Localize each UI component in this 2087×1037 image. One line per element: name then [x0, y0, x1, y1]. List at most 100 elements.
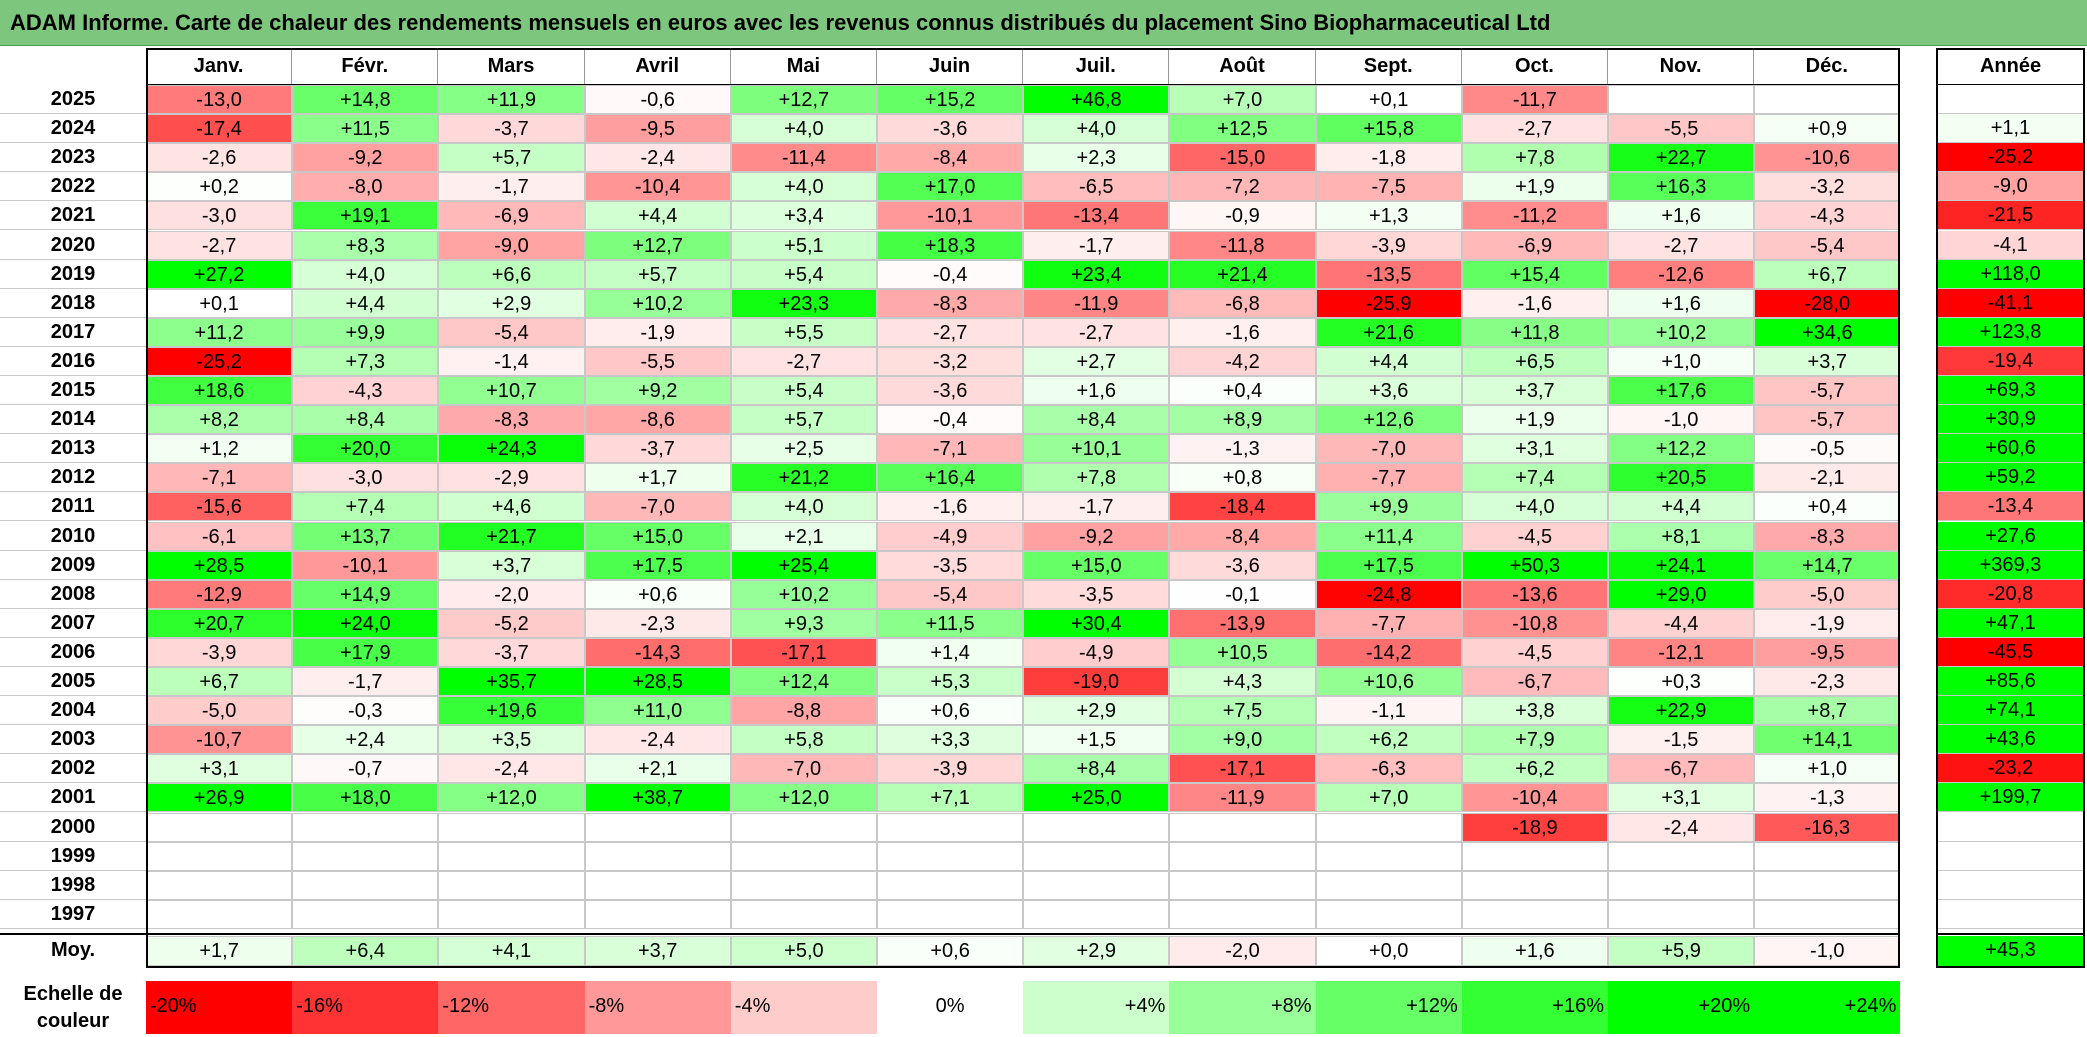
heatmap-cell: +20,5 — [1608, 463, 1755, 493]
heatmap-cell: +1,4 — [877, 637, 1024, 667]
heatmap-cell: +2,7 — [1023, 346, 1170, 376]
heatmap-cell: -1,5 — [1608, 725, 1755, 755]
color-scale-step: +16% — [1461, 981, 1608, 1034]
heatmap-cell: -0,6 — [584, 85, 731, 115]
heatmap-cell: -10,1 — [292, 550, 439, 580]
annual-cell: +60,6 — [1936, 434, 2085, 464]
heatmap-cell — [1461, 870, 1608, 900]
heatmap-cell: +1,2 — [146, 434, 293, 464]
heatmap-cell — [1023, 899, 1170, 929]
heatmap-cell — [730, 870, 877, 900]
heatmap-cell: -11,4 — [730, 143, 877, 173]
heatmap-cell: +1,3 — [1315, 201, 1462, 231]
heatmap-cell: +8,4 — [1023, 754, 1170, 784]
annual-cell: +85,6 — [1936, 667, 2085, 697]
annual-cell: +69,3 — [1936, 376, 2085, 406]
heatmap-cell: +12,6 — [1315, 405, 1462, 435]
heatmap-cell: +5,3 — [877, 667, 1024, 697]
heatmap-cell: +15,4 — [1461, 259, 1608, 289]
heatmap-cell: +15,0 — [1023, 550, 1170, 580]
year-label: 2012 — [0, 463, 146, 493]
annual-cell: -20,8 — [1936, 579, 2085, 609]
average-cell: +1,6 — [1461, 936, 1608, 966]
heatmap-cell: -4,9 — [877, 521, 1024, 551]
heatmap-cell: +7,3 — [292, 346, 439, 376]
heatmap-cell: +3,8 — [1461, 696, 1608, 726]
heatmap-cell: -2,4 — [584, 725, 731, 755]
heatmap-cell: +10,2 — [730, 579, 877, 609]
heatmap-cell: -7,1 — [146, 463, 293, 493]
heatmap-cell: -14,3 — [584, 637, 731, 667]
heatmap-cell: +17,6 — [1608, 376, 1755, 406]
heatmap-cell: +18,6 — [146, 376, 293, 406]
heatmap-cell: +15,0 — [584, 521, 731, 551]
year-label: 1997 — [0, 900, 146, 929]
heatmap-cell: -12,9 — [146, 579, 293, 609]
heatmap-cell: +34,6 — [1754, 317, 1901, 347]
heatmap-cell: -7,5 — [1315, 172, 1462, 202]
heatmap-cell: +5,5 — [730, 317, 877, 347]
heatmap-cell: +24,3 — [438, 434, 585, 464]
heatmap-cell: +10,2 — [584, 288, 731, 318]
heatmap-cell: -3,6 — [1169, 550, 1316, 580]
heatmap-cell: +25,0 — [1023, 783, 1170, 813]
heatmap-cell: +18,0 — [292, 783, 439, 813]
heatmap-cell — [1169, 870, 1316, 900]
heatmap-cell: +2,9 — [438, 288, 585, 318]
heatmap-cell: -13,4 — [1023, 201, 1170, 231]
annual-cell: +59,2 — [1936, 463, 2085, 493]
average-cell: +2,9 — [1023, 936, 1170, 966]
annual-cell — [1936, 813, 2085, 842]
heatmap-cell: -7,0 — [584, 492, 731, 522]
heatmap-cell: +5,4 — [730, 376, 877, 406]
heatmap-cell: -5,2 — [438, 608, 585, 638]
year-label: 1999 — [0, 842, 146, 871]
heatmap-cell: +7,1 — [877, 783, 1024, 813]
heatmap-cell — [1169, 899, 1316, 929]
heatmap-cell: +9,2 — [584, 376, 731, 406]
heatmap-cell: +4,0 — [730, 492, 877, 522]
heatmap-cell: +6,6 — [438, 259, 585, 289]
heatmap-cell: +0,1 — [1315, 85, 1462, 115]
heatmap-cell: +4,4 — [292, 288, 439, 318]
heatmap-cell: -4,9 — [1023, 637, 1170, 667]
heatmap-cell: +3,1 — [1608, 783, 1755, 813]
heatmap-cell — [1754, 85, 1901, 115]
heatmap-cell: +17,5 — [1315, 550, 1462, 580]
heatmap-cell: -2,7 — [1461, 114, 1608, 144]
month-header: Juin — [877, 50, 1024, 84]
annual-cell: -9,0 — [1936, 172, 2085, 202]
year-label: 2017 — [0, 318, 146, 347]
heatmap-cell: -4,5 — [1461, 637, 1608, 667]
heatmap-cell: +23,3 — [730, 288, 877, 318]
heatmap-cell — [146, 899, 293, 929]
heatmap-cell: +6,2 — [1315, 725, 1462, 755]
heatmap-cell: -8,3 — [877, 288, 1024, 318]
heatmap-cell: -1,6 — [1461, 288, 1608, 318]
heatmap-cell: -3,6 — [877, 376, 1024, 406]
heatmap-cell: +7,0 — [1169, 85, 1316, 115]
heatmap-cell: +11,8 — [1461, 317, 1608, 347]
year-label: 1998 — [0, 871, 146, 900]
color-scale-step: 0% — [877, 981, 1024, 1034]
heatmap-cell: +11,0 — [584, 696, 731, 726]
heatmap-cell: -1,3 — [1169, 434, 1316, 464]
heatmap-cell: +4,4 — [1315, 346, 1462, 376]
heatmap-cell: -0,9 — [1169, 201, 1316, 231]
heatmap-cell — [730, 812, 877, 842]
heatmap-cell: -13,6 — [1461, 579, 1608, 609]
heatmap-cell: -7,7 — [1315, 463, 1462, 493]
average-cell: +1,7 — [146, 936, 293, 966]
heatmap-cell — [292, 812, 439, 842]
heatmap-cell: +28,5 — [146, 550, 293, 580]
heatmap-cell — [146, 812, 293, 842]
heatmap-cell: +24,0 — [292, 608, 439, 638]
color-scale-step: +8% — [1169, 981, 1316, 1034]
heatmap-cell: +21,7 — [438, 521, 585, 551]
heatmap-cell: -1,7 — [1023, 492, 1170, 522]
heatmap-cell: +1,0 — [1608, 346, 1755, 376]
year-label: 2020 — [0, 231, 146, 260]
heatmap-cell — [1023, 841, 1170, 871]
heatmap-cell: +8,3 — [292, 230, 439, 260]
heatmap-cell: -6,7 — [1608, 754, 1755, 784]
